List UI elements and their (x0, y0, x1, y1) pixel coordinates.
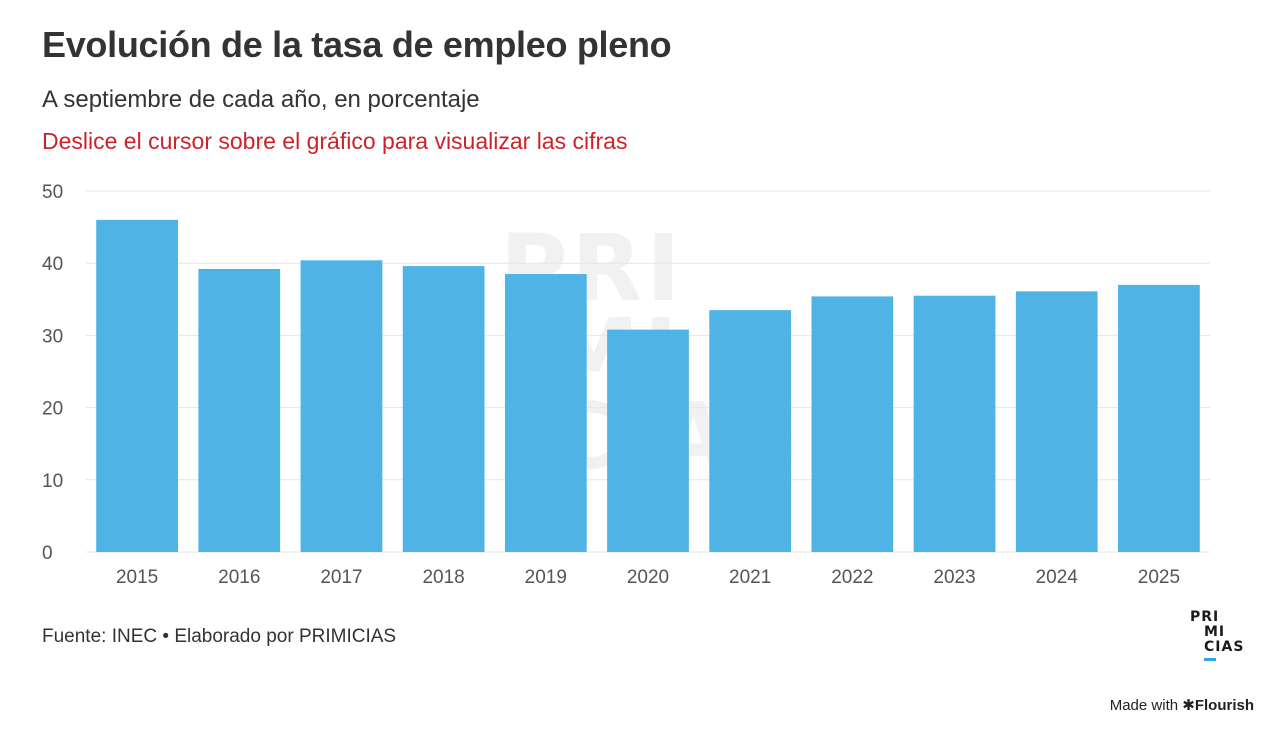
y-tick-label: 20 (42, 399, 63, 420)
made-with-label: Made with (1109, 697, 1179, 714)
y-tick-label: 40 (42, 254, 63, 275)
flourish-brand: ✱Flourish (1182, 697, 1254, 714)
made-with-flourish-link[interactable]: Made with ✱Flourish (1110, 696, 1254, 714)
logo-line-3: CIAS (1204, 639, 1245, 655)
y-tick-label: 10 (42, 471, 63, 492)
x-tick-label: 2015 (116, 567, 158, 588)
x-axis: 2015 2016 2017 2018 2019 2020 2021 2022 2023 2024… (116, 567, 1180, 588)
x-tick-label: 2025 (1138, 567, 1180, 588)
x-tick-label: 2022 (831, 567, 873, 588)
y-axis: 0 10 20 30 40 50 (42, 182, 63, 564)
y-tick-label: 50 (42, 182, 63, 203)
x-tick-label: 2024 (1036, 567, 1079, 588)
bar-2023: 2023: 35.5 (913, 295, 996, 552)
bar-2025: 2025: 37 (1118, 284, 1200, 552)
primicias-logo[interactable]: PRI MI CIAS (1190, 609, 1246, 661)
x-tick-label: 2017 (320, 567, 362, 588)
x-tick-label: 2019 (525, 567, 567, 588)
bar-2024: 2024: 36.1 (1015, 291, 1098, 552)
logo-line-2: MI (1204, 624, 1226, 640)
bar-2017: 2017: 40.4 (300, 260, 383, 552)
x-tick-label: 2021 (729, 567, 771, 588)
x-tick-label: 2023 (933, 567, 975, 588)
bar-2019: 2019: 38.5 (504, 274, 587, 552)
chart-title: Evolución de la tasa de empleo pleno (42, 24, 672, 65)
chart-subtitle: A septiembre de cada año, en porcentaje (42, 86, 480, 113)
bar-2016: 2016: 39.2 (198, 268, 281, 552)
source-note: Fuente: INEC • Elaborado por PRIMICIAS (42, 626, 397, 647)
x-tick-label: 2016 (218, 567, 260, 588)
logo-accent-bar (1204, 658, 1216, 661)
bar-chart: PRIMICIAS 2015: 462016: 39.22017: 40.420… (42, 182, 1210, 588)
x-tick-label: 2018 (422, 567, 464, 588)
bar-2020: 2020: 30.8 (607, 329, 689, 552)
bar-2021: 2021: 33.5 (709, 310, 792, 552)
bars: 2015: 462016: 39.22017: 40.42018: 39.620… (96, 219, 1200, 552)
y-tick-label: 30 (42, 326, 63, 347)
bar-2022: 2022: 35.4 (811, 296, 894, 552)
y-tick-label: 0 (42, 543, 53, 564)
hover-hint: Deslice el cursor sobre el gráfico para … (42, 128, 628, 154)
x-tick-label: 2020 (627, 567, 669, 588)
logo-line-1: PRI (1190, 609, 1220, 625)
bar-2018: 2018: 39.6 (402, 266, 485, 552)
bar-2015: 2015: 46 (96, 219, 178, 552)
